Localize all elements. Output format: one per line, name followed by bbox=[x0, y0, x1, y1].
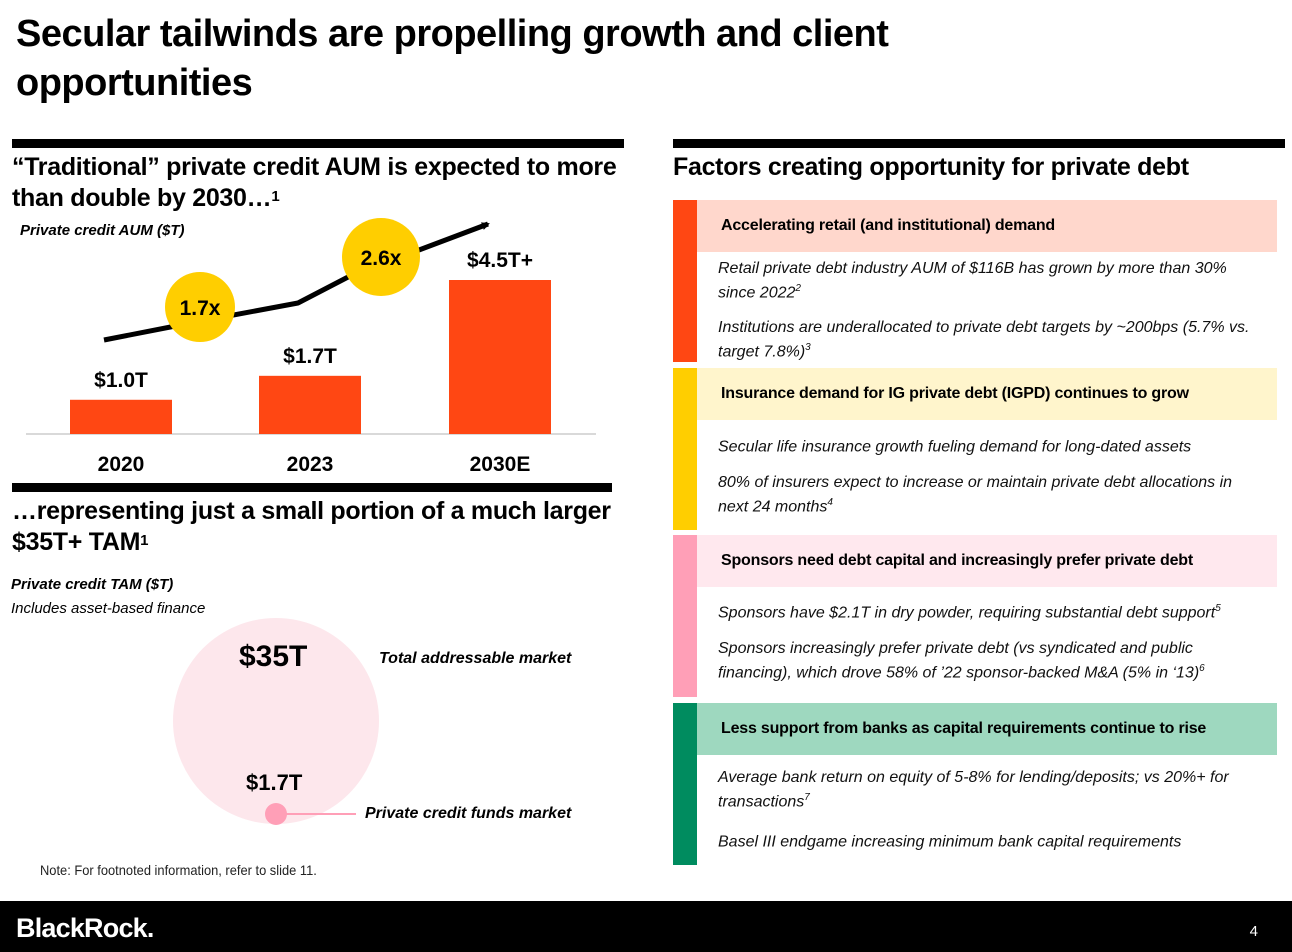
growth-trend-arrow bbox=[103, 221, 490, 343]
tam-big-label: Total addressable market bbox=[379, 650, 572, 667]
factor-insurance-demand: Insurance demand for IG private debt (IG… bbox=[673, 368, 1277, 530]
factor-bullet: Sponsors increasingly prefer private deb… bbox=[718, 640, 1205, 682]
footnote-note: Note: For footnoted information, refer t… bbox=[40, 862, 317, 878]
tam-big-value: $35T bbox=[239, 640, 308, 673]
factor-bullet: Institutions are underallocated to priva… bbox=[718, 319, 1250, 361]
aum-category-label: 2020 bbox=[98, 453, 145, 476]
factor-retail-demand: Accelerating retail (and institutional) … bbox=[673, 200, 1277, 362]
tam-small-label: Private credit funds market bbox=[365, 805, 572, 822]
tam-small-circle bbox=[265, 803, 287, 825]
aum-data-label: $1.0T bbox=[94, 369, 148, 392]
factor-bullet: Retail private debt industry AUM of $116… bbox=[718, 260, 1227, 302]
factor-title: Insurance demand for IG private debt (IG… bbox=[697, 368, 1277, 420]
factor-bullet: Average bank return on equity of 5-8% fo… bbox=[718, 769, 1229, 811]
factor-bank-capital: Less support from banks as capital requi… bbox=[673, 703, 1277, 865]
aum-data-label: $4.5T+ bbox=[467, 249, 533, 272]
aum-heading: “Traditional” private credit AUM is expe… bbox=[12, 152, 632, 214]
factor-stripe bbox=[673, 703, 697, 865]
aum-category-label: 2023 bbox=[287, 453, 334, 476]
factor-title: Less support from banks as capital requi… bbox=[697, 703, 1277, 755]
factors-section-rule bbox=[673, 139, 1285, 148]
factor-bullet: Secular life insurance growth fueling de… bbox=[718, 438, 1192, 456]
aum-bar-chart: $1.0T 2020 $1.7T 2023 $4.5T+ 2030E 1.7x 2.6x bbox=[26, 218, 596, 476]
aum-bar-2020 bbox=[70, 399, 172, 434]
factor-bullet: 80% of insurers expect to increase or ma… bbox=[718, 474, 1233, 516]
growth-multiplier-label: 2.6x bbox=[361, 247, 402, 270]
aum-heading-text: “Traditional” private credit AUM is expe… bbox=[12, 153, 617, 212]
growth-multiplier-label: 1.7x bbox=[180, 297, 221, 320]
aum-chart-label: Private credit AUM ($T) bbox=[20, 222, 185, 239]
factor-sponsors-debt: Sponsors need debt capital and increasin… bbox=[673, 535, 1277, 697]
tam-heading-footnote: 1 bbox=[140, 532, 149, 549]
factor-title: Sponsors need debt capital and increasin… bbox=[697, 535, 1277, 587]
aum-section-rule bbox=[12, 139, 624, 148]
factor-bullet: Sponsors have $2.1T in dry powder, requi… bbox=[718, 603, 1221, 622]
aum-heading-footnote: 1 bbox=[271, 188, 280, 205]
aum-data-label: $1.7T bbox=[283, 345, 337, 368]
aum-category-label: 2030E bbox=[470, 453, 531, 476]
slide-title: Secular tailwinds are propelling growth … bbox=[16, 13, 889, 104]
tam-small-value: $1.7T bbox=[246, 770, 303, 795]
tam-heading: …representing just a small portion of a … bbox=[12, 496, 612, 558]
aum-bar-2023 bbox=[259, 375, 361, 434]
footer-bar: BlackRock. 4 bbox=[0, 901, 1292, 952]
growth-multiplier-badge bbox=[165, 272, 235, 342]
aum-bar-2030E bbox=[449, 280, 551, 434]
page-number: 4 bbox=[1249, 923, 1258, 940]
factor-bullet: Basel III endgame increasing minimum ban… bbox=[718, 833, 1182, 851]
factors-heading: Factors creating opportunity for private… bbox=[673, 153, 1189, 181]
factor-stripe bbox=[673, 200, 697, 362]
tam-heading-text: …representing just a small portion of a … bbox=[12, 497, 611, 556]
blackrock-logo: BlackRock. bbox=[16, 913, 154, 943]
factor-title: Accelerating retail (and institutional) … bbox=[697, 200, 1277, 252]
growth-multiplier-badge bbox=[342, 218, 420, 296]
factor-stripe bbox=[673, 535, 697, 697]
tam-chart-sublabel: Includes asset-based finance bbox=[11, 600, 206, 617]
tam-section-rule bbox=[12, 483, 612, 492]
factor-stripe bbox=[673, 368, 697, 530]
tam-chart-label: Private credit TAM ($T) bbox=[11, 576, 174, 593]
